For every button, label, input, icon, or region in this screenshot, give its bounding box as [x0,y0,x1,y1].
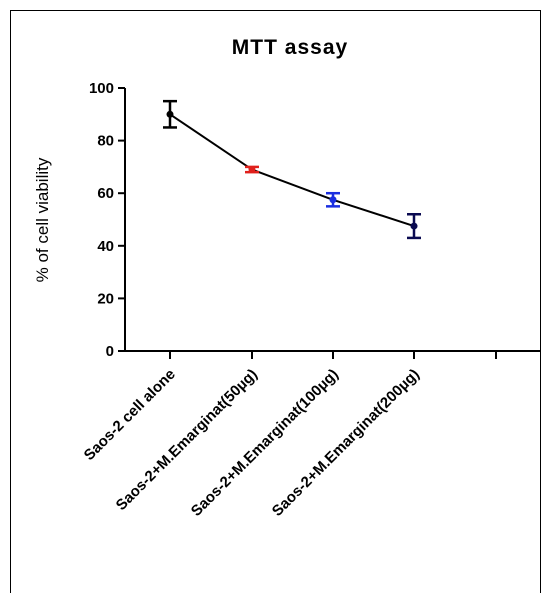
chart-frame [10,10,541,593]
y-tick-label: 80 [97,133,114,150]
data-point [248,166,256,174]
series-line [169,113,415,228]
axes [124,88,540,352]
chart-title: MTT assay [232,36,348,59]
y-tick-label: 60 [97,185,114,202]
x-category-label: Saos-2+M.Emarginat(200µg) [269,366,423,520]
y-ticks: 0 20 40 60 80 100 [89,80,125,360]
data-point [166,110,174,118]
y-tick-label: 40 [97,238,114,255]
y-tick-label: 0 [106,343,114,360]
data-point [329,196,337,204]
data-point [410,222,418,230]
y-axis-label: % of cell viability [33,157,52,282]
series [163,99,421,240]
x-categories: Saos-2 cell aloneSaos-2+M.Emarginat(50µg… [81,351,497,520]
x-category-label: Saos-2+M.Emarginat(50µg) [113,366,261,514]
y-tick-label: 20 [97,290,114,307]
x-category-label: Saos-2+M.Emarginat(100µg) [188,366,342,520]
y-tick-label: 100 [89,80,114,97]
